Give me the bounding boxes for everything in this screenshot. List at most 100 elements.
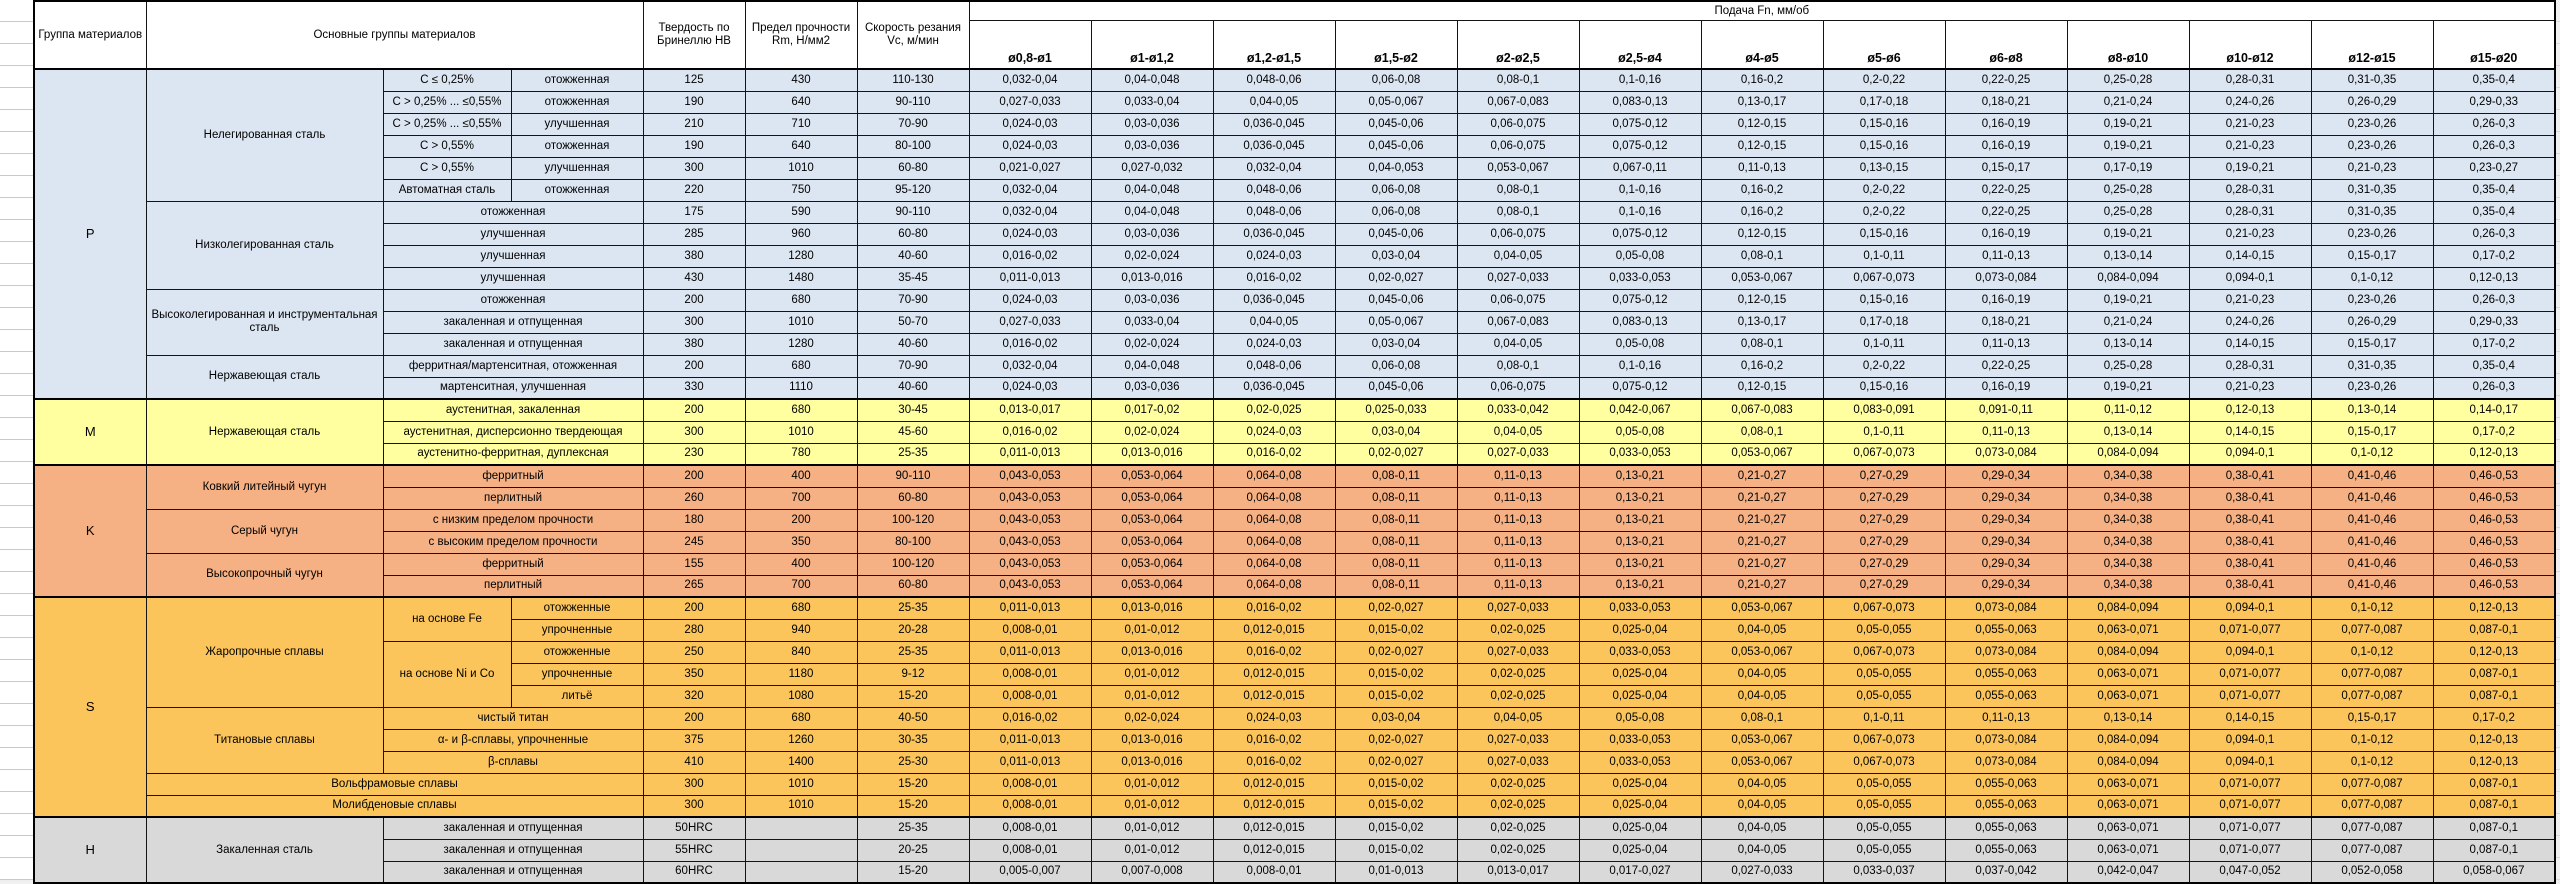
feed-cell: 0,027-0,033: [1456, 596, 1580, 620]
feed-cell: 0,38-0,41: [2188, 486, 2312, 510]
feed-cell: 0,015-0,02: [1334, 618, 1458, 642]
feed-cell: 0,06-0,075: [1456, 112, 1580, 136]
feed-cell: 0,075-0,12: [1578, 376, 1702, 400]
feed-cell: 0,027-0,033: [1700, 860, 1824, 884]
feed-cell: 0,04-0,05: [1212, 90, 1336, 114]
feed-cell: 0,04-0,048: [1090, 354, 1214, 378]
feed-cell: 0,13-0,14: [2310, 398, 2434, 422]
cutting-speed-cell: 100-120: [856, 508, 970, 532]
feed-cell: 0,21-0,27: [1700, 574, 1824, 598]
cutting-speed-cell: 25-35: [856, 816, 970, 840]
feed-cell: 0,26-0,3: [2432, 288, 2556, 312]
feed-cell: 0,073-0,084: [1944, 750, 2068, 774]
feed-cell: 0,094-0,1: [2188, 640, 2312, 664]
feed-cell: 0,1-0,11: [1822, 420, 1946, 444]
hardness-cell: 350: [642, 662, 746, 686]
feed-cell: 0,29-0,34: [1944, 552, 2068, 576]
feed-cell: 0,19-0,21: [2188, 156, 2312, 180]
feed-cell: 0,21-0,27: [1700, 486, 1824, 510]
strength-cell: 750: [744, 178, 858, 202]
feed-cell: 0,077-0,087: [2310, 684, 2434, 708]
feed-cell: 0,1-0,11: [1822, 332, 1946, 356]
feed-cell: 0,043-0,053: [968, 508, 1092, 532]
feed-cell: 0,063-0,071: [2066, 618, 2190, 642]
feed-cell: 0,04-0,05: [1700, 618, 1824, 642]
hardness-cell: 280: [642, 618, 746, 642]
feed-cell: 0,016-0,02: [1212, 596, 1336, 620]
header-feed-range: ø4-ø5: [1700, 20, 1824, 70]
feed-cell: 0,063-0,071: [2066, 684, 2190, 708]
feed-cell: 0,29-0,34: [1944, 464, 2068, 488]
feed-cell: 0,14-0,15: [2188, 244, 2312, 268]
strength-cell: 1280: [744, 244, 858, 268]
hardness-cell: 55HRC: [642, 838, 746, 862]
feed-cell: 0,13-0,14: [2066, 244, 2190, 268]
feed-cell: 0,31-0,35: [2310, 354, 2434, 378]
strength-cell: 1480: [744, 266, 858, 290]
feed-cell: 0,22-0,25: [1944, 178, 2068, 202]
hardness-cell: 230: [642, 442, 746, 466]
feed-cell: 0,21-0,27: [1700, 552, 1824, 576]
feed-cell: 0,017-0,027: [1578, 860, 1702, 884]
feed-cell: 0,05-0,08: [1578, 332, 1702, 356]
feed-cell: 0,08-0,1: [1456, 200, 1580, 224]
strength-cell: 680: [744, 288, 858, 312]
feed-cell: 0,02-0,025: [1456, 772, 1580, 796]
feed-cell: 0,036-0,045: [1212, 288, 1336, 312]
feed-cell: 0,06-0,08: [1334, 68, 1458, 92]
feed-cell: 0,23-0,26: [2310, 112, 2434, 136]
feed-cell: 0,094-0,1: [2188, 442, 2312, 466]
hardness-cell: 430: [642, 266, 746, 290]
hardness-cell: 50HRC: [642, 816, 746, 840]
feed-cell: 0,024-0,03: [1212, 706, 1336, 730]
feed-cell: 0,025-0,04: [1578, 794, 1702, 818]
material-label-cell: отожженные: [510, 640, 644, 664]
feed-cell: 0,15-0,17: [2310, 420, 2434, 444]
material-label-cell: Вольфрамовые сплавы: [145, 772, 644, 796]
material-label-cell: улучшенная: [382, 222, 644, 246]
feed-cell: 0,12-0,13: [2432, 442, 2556, 466]
feed-cell: 0,12-0,13: [2432, 640, 2556, 664]
material-label-cell: Низколегированная сталь: [145, 200, 384, 290]
feed-cell: 0,11-0,13: [1456, 574, 1580, 598]
feed-cell: 0,053-0,064: [1090, 486, 1214, 510]
feed-cell: 0,23-0,26: [2310, 134, 2434, 158]
feed-cell: 0,027-0,033: [1456, 266, 1580, 290]
feed-cell: 0,28-0,31: [2188, 200, 2312, 224]
feed-cell: 0,071-0,077: [2188, 838, 2312, 862]
feed-cell: 0,016-0,02: [1212, 728, 1336, 752]
feed-cell: 0,17-0,2: [2432, 332, 2556, 356]
strength-cell: 710: [744, 112, 858, 136]
feed-cell: 0,067-0,11: [1578, 156, 1702, 180]
feed-cell: 0,037-0,042: [1944, 860, 2068, 884]
feed-cell: 0,08-0,11: [1334, 486, 1458, 510]
feed-cell: 0,053-0,067: [1700, 596, 1824, 620]
feed-cell: 0,033-0,053: [1578, 442, 1702, 466]
feed-cell: 0,047-0,052: [2188, 860, 2312, 884]
feed-cell: 0,14-0,15: [2188, 420, 2312, 444]
feed-cell: 0,06-0,075: [1456, 222, 1580, 246]
feed-cell: 0,042-0,047: [2066, 860, 2190, 884]
feed-cell: 0,008-0,01: [968, 618, 1092, 642]
feed-cell: 0,34-0,38: [2066, 530, 2190, 554]
feed-cell: 0,02-0,025: [1212, 398, 1336, 422]
feed-cell: 0,03-0,04: [1334, 420, 1458, 444]
feed-cell: 0,06-0,08: [1334, 200, 1458, 224]
feed-cell: 0,01-0,012: [1090, 684, 1214, 708]
feed-cell: 0,036-0,045: [1212, 134, 1336, 158]
feed-cell: 0,08-0,1: [1456, 178, 1580, 202]
feed-cell: 0,34-0,38: [2066, 464, 2190, 488]
cutting-speed-cell: 35-45: [856, 266, 970, 290]
hardness-cell: 245: [642, 530, 746, 554]
feed-cell: 0,29-0,34: [1944, 530, 2068, 554]
cutting-speed-cell: 25-35: [856, 442, 970, 466]
strength-cell: 680: [744, 354, 858, 378]
feed-cell: 0,35-0,4: [2432, 354, 2556, 378]
feed-cell: 0,064-0,08: [1212, 574, 1336, 598]
feed-cell: 0,08-0,11: [1334, 530, 1458, 554]
feed-cell: 0,053-0,064: [1090, 530, 1214, 554]
feed-cell: 0,011-0,013: [968, 266, 1092, 290]
feed-cell: 0,13-0,15: [1822, 156, 1946, 180]
feed-cell: 0,087-0,1: [2432, 794, 2556, 818]
feed-cell: 0,11-0,12: [2066, 398, 2190, 422]
